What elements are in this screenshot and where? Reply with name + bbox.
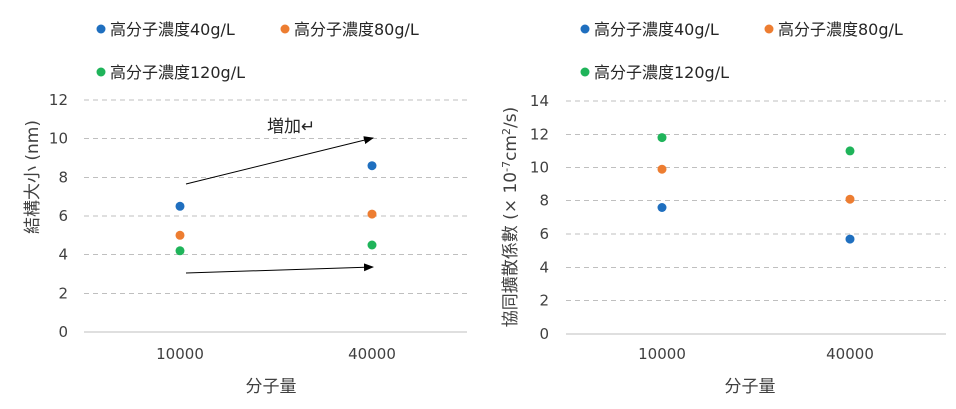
- right-ylabel-sup1: -7: [500, 161, 513, 172]
- right-legend-label-80: 高分子濃度80g/L: [778, 20, 903, 39]
- right-data-points: [657, 133, 855, 244]
- right-xtick-40000: 40000: [826, 345, 874, 363]
- right-x-ticks: 10000 40000: [638, 345, 874, 363]
- left-xtick-40000: 40000: [348, 345, 396, 363]
- right-point-80-10000: [657, 164, 667, 174]
- right-y-axis-title: 協同擴散係數 (× 10-7cm2/s): [500, 107, 521, 327]
- left-point-80-40000: [367, 209, 377, 219]
- right-ylabel-end: /s): [501, 107, 521, 128]
- right-ytick-10: 10: [530, 159, 549, 177]
- left-point-120-40000: [367, 240, 377, 250]
- right-point-120-40000: [845, 146, 855, 156]
- left-ytick-6: 6: [58, 207, 68, 225]
- right-legend-marker-40: [580, 24, 590, 34]
- left-x-axis-title: 分子量: [246, 377, 297, 397]
- left-annotation: 増加↵: [185, 117, 374, 274]
- left-ytick-2: 2: [58, 285, 68, 303]
- left-y-ticks: 0 2 4 6 8 10 12: [49, 91, 68, 341]
- right-xtick-10000: 10000: [638, 345, 686, 363]
- right-ytick-2: 2: [539, 292, 549, 310]
- right-legend-marker-80: [764, 24, 774, 34]
- right-ytick-12: 12: [530, 126, 549, 144]
- right-ylabel-mid: cm: [501, 135, 521, 161]
- left-data-points: [175, 161, 377, 256]
- right-ytick-6: 6: [539, 225, 549, 243]
- right-ytick-4: 4: [539, 259, 549, 277]
- left-legend-marker-80: [280, 24, 290, 34]
- left-gridlines: [84, 99, 467, 333]
- right-x-axis-title: 分子量: [725, 377, 776, 397]
- left-lower-arrow: [185, 263, 374, 274]
- right-legend-label-40: 高分子濃度40g/L: [594, 20, 719, 39]
- right-legend: 高分子濃度40g/L 高分子濃度80g/L 高分子濃度120g/L: [580, 20, 903, 82]
- left-legend-label-40: 高分子濃度40g/L: [110, 20, 235, 39]
- left-upper-arrow: [185, 136, 374, 185]
- left-ytick-0: 0: [58, 323, 68, 341]
- left-point-40-40000: [367, 161, 377, 171]
- left-point-120-10000: [175, 246, 185, 256]
- right-chart: 高分子濃度40g/L 高分子濃度80g/L 高分子濃度120g/L 0 2 4 …: [500, 20, 946, 397]
- left-xtick-10000: 10000: [156, 345, 204, 363]
- left-legend-marker-120: [96, 67, 106, 77]
- left-ytick-10: 10: [49, 130, 68, 148]
- left-legend: 高分子濃度40g/L 高分子濃度80g/L 高分子濃度120g/L: [96, 20, 419, 82]
- left-annotation-text: 増加↵: [267, 117, 315, 137]
- right-point-40-40000: [845, 234, 855, 244]
- right-point-120-10000: [657, 133, 667, 143]
- left-legend-marker-40: [96, 24, 106, 34]
- left-ytick-4: 4: [58, 246, 68, 264]
- left-legend-label-120: 高分子濃度120g/L: [110, 63, 245, 82]
- left-point-80-10000: [175, 230, 185, 240]
- right-legend-label-120: 高分子濃度120g/L: [594, 63, 729, 82]
- left-x-ticks: 10000 40000: [156, 345, 396, 363]
- right-gridlines: [566, 100, 946, 335]
- right-point-80-40000: [845, 194, 855, 204]
- right-legend-marker-120: [580, 67, 590, 77]
- left-y-axis-title: 結構大小 (nm): [23, 120, 43, 234]
- right-ytick-14: 14: [530, 92, 549, 110]
- left-ytick-8: 8: [58, 169, 68, 187]
- left-point-40-10000: [175, 201, 185, 211]
- left-legend-label-80: 高分子濃度80g/L: [294, 20, 419, 39]
- right-point-40-10000: [657, 203, 667, 212]
- right-y-ticks: 0 2 4 6 8 10 12 14: [530, 92, 549, 343]
- right-ylabel-main: 協同擴散係數 (× 10: [501, 172, 521, 327]
- left-chart: 高分子濃度40g/L 高分子濃度80g/L 高分子濃度120g/L 0 2 4 …: [23, 20, 467, 397]
- right-ytick-8: 8: [539, 192, 549, 210]
- right-ytick-0: 0: [539, 325, 549, 343]
- left-ytick-12: 12: [49, 91, 68, 109]
- right-ylabel-sup2: 2: [500, 128, 513, 135]
